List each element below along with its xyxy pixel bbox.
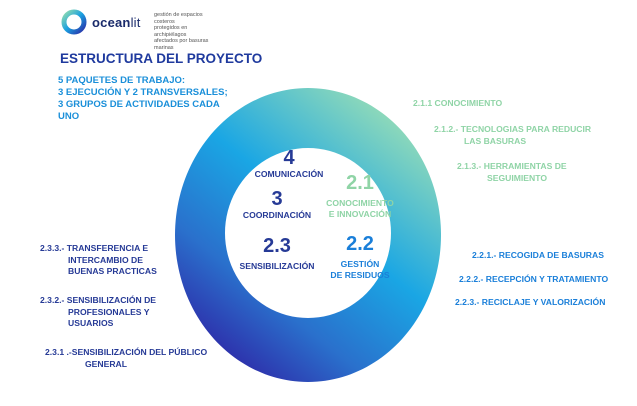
activity-2-2-3: 2.2.3.- RECICLAJE Y VALORIZACIÓN bbox=[455, 297, 606, 307]
wp23-number: 2.3 bbox=[263, 235, 291, 257]
wp23-label: SENSIBILIZACIÓN bbox=[239, 261, 315, 271]
activity-2-1-3: 2.1.3.- HERRAMIENTAS DE SEGUIMIENTO bbox=[457, 161, 567, 183]
wp21-label-2: E INNOVACIÓN bbox=[328, 208, 392, 219]
page-title: ESTRUCTURA DEL PROYECTO bbox=[60, 51, 263, 66]
wp3-label: COORDINACIÓN bbox=[242, 210, 312, 220]
packages-description: 5 PAQUETES DE TRABAJO: 3 EJECUCIÓN Y 2 T… bbox=[58, 75, 228, 122]
activity-2-3-2: 2.3.2.- SENSIBILIZACIÓN DE PROFESIONALES… bbox=[40, 295, 157, 328]
wp23: 2.3 SENSIBILIZACIÓN bbox=[232, 235, 322, 272]
logo: oceanlit gestión de espacios costeros pr… bbox=[60, 8, 220, 51]
project-ring bbox=[175, 88, 441, 382]
wp22-number: 2.2 bbox=[346, 233, 374, 255]
wp21-label-1: CONOCIMIENTO bbox=[326, 198, 394, 208]
activity-2-2-1: 2.2.1.- RECOGIDA DE BASURAS bbox=[472, 250, 604, 260]
wp21-number: 2.1 bbox=[346, 172, 374, 194]
wp21: 2.1 CONOCIMIENTO E INNOVACIÓN bbox=[318, 172, 402, 220]
wp22-label-2: DE RESIDUOS bbox=[330, 269, 390, 280]
wp3: 3 COORDINACIÓN bbox=[232, 188, 322, 221]
logo-ring-icon bbox=[61, 9, 87, 35]
wp22-label-1: GESTIÓN bbox=[340, 259, 380, 269]
activity-2-3-1: 2.3.1 .-SENSIBILIZACIÓN DEL PÚBLICO GENE… bbox=[45, 347, 208, 369]
wp4: 4 COMUNICACIÓN bbox=[246, 147, 332, 180]
wp4-number: 4 bbox=[283, 147, 295, 169]
wp3-number: 3 bbox=[271, 188, 283, 210]
activity-2-3-3: 2.3.3.- TRANSFERENCIA E INTERCAMBIO DE B… bbox=[40, 243, 157, 276]
activity-2-1-1: 2.1.1 CONOCIMIENTO bbox=[413, 98, 503, 108]
ring-shape bbox=[175, 88, 441, 382]
wp4-label: COMUNICACIÓN bbox=[254, 169, 324, 179]
logo-tagline: gestión de espacios costeros protegidos … bbox=[154, 12, 209, 51]
wp22: 2.2 GESTIÓN DE RESIDUOS bbox=[320, 233, 400, 281]
logo-name: oceanlit bbox=[92, 15, 141, 30]
activity-2-1-2: 2.1.2.- TECNOLOGIAS PARA REDUCIR LAS BAS… bbox=[434, 124, 592, 146]
activity-2-2-2: 2.2.2.- RECEPCIÓN Y TRATAMIENTO bbox=[459, 274, 609, 284]
